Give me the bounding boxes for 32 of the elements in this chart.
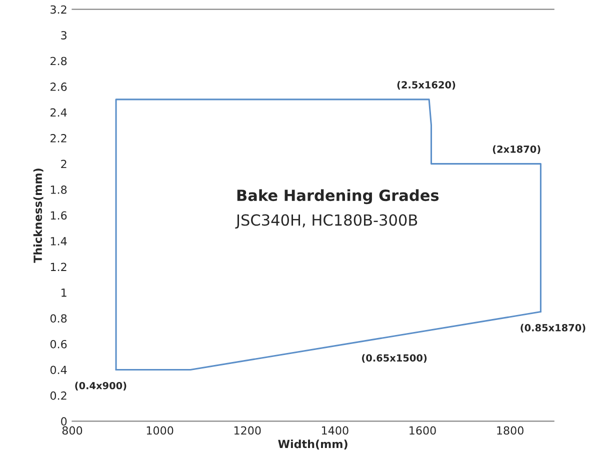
- y-tick-label: 0.4: [50, 366, 67, 374]
- annotation: (0.65x1500): [362, 354, 427, 363]
- x-tick-label: 1200: [234, 426, 261, 435]
- y-tick-label: 1.6: [50, 211, 67, 220]
- y-tick-label: 1.8: [50, 186, 67, 194]
- y-tick-label: 3.2: [50, 5, 66, 14]
- y-tick-label: 0: [61, 417, 67, 426]
- y-tick-label: 0.8: [50, 314, 67, 323]
- y-tick-label: 1.2: [50, 262, 66, 271]
- annotation: (0.85x1870): [520, 324, 586, 333]
- x-tick-label: 1600: [410, 426, 436, 435]
- text: Bake Hardening Grades: [237, 189, 439, 204]
- y-tick-label: 2.2: [50, 134, 66, 142]
- y-tick-label: 1.4: [50, 237, 67, 246]
- y-tick-label: 0.6: [50, 340, 67, 348]
- x-tick-label: 800: [62, 426, 82, 435]
- y-tick-label: 2.4: [50, 108, 67, 117]
- x-axis-title: Width(mm): [278, 440, 348, 450]
- annotation: (2x1870): [492, 145, 540, 154]
- text: JSC340H, HC180B-300B: [235, 214, 418, 229]
- y-tick-label: 2: [61, 160, 66, 168]
- y-axis-title: Thickness(mm): [33, 168, 44, 263]
- y-tick-label: 0.2: [50, 391, 66, 400]
- y-tick-label: 2.8: [50, 56, 67, 66]
- y-tick-label: 1: [62, 288, 66, 297]
- annotation: (2.5x1620): [397, 80, 456, 90]
- annotation: (0.4x900): [75, 382, 126, 390]
- x-tick-label: 1800: [497, 426, 524, 435]
- x-tick-label: 1000: [146, 426, 174, 435]
- y-tick-label: 3: [61, 31, 66, 40]
- x-tick-label: 1400: [322, 426, 348, 435]
- y-tick-label: 2.6: [50, 82, 67, 91]
